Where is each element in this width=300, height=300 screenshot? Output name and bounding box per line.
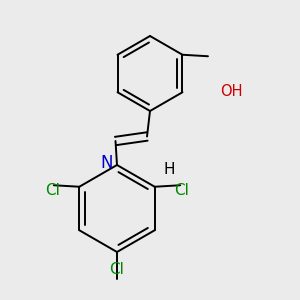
Text: Cl: Cl [174,183,189,198]
Text: Cl: Cl [45,183,60,198]
Text: Cl: Cl [110,262,124,278]
Text: H: H [164,162,175,177]
Text: OH: OH [220,84,243,99]
Text: N: N [100,154,113,172]
